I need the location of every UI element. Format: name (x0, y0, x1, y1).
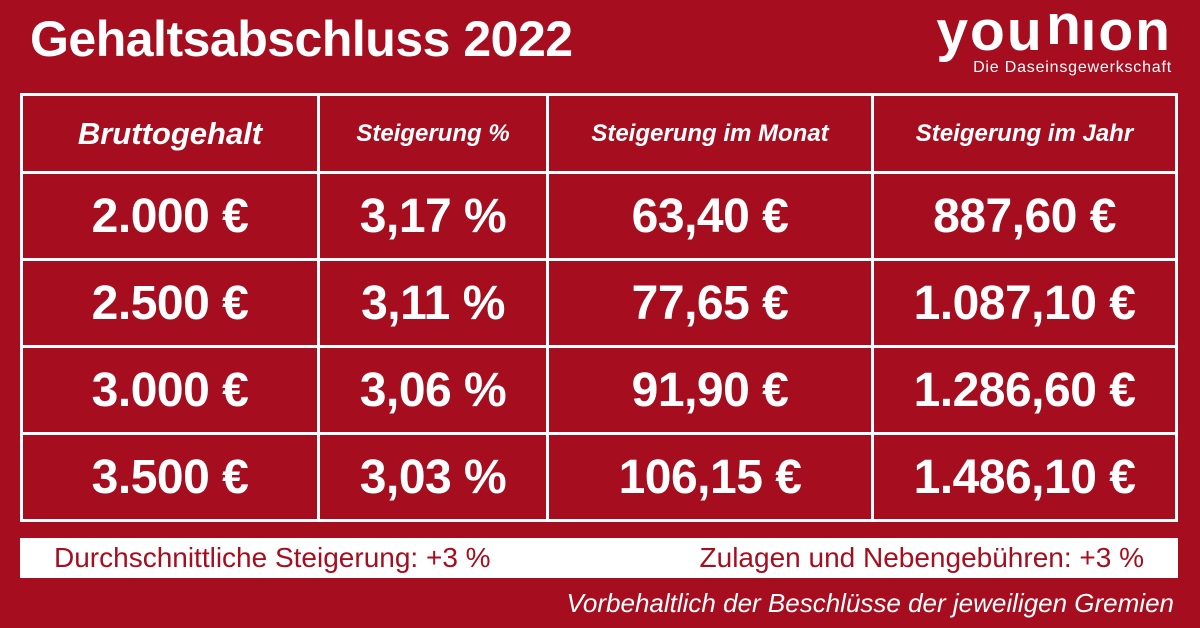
table-cell: 3,11 % (320, 261, 546, 345)
column-header-steigerung-jahr: Steigerung im Jahr (874, 96, 1175, 171)
salary-table: Bruttogehalt Steigerung % Steigerung im … (20, 93, 1178, 522)
summary-average-increase: Durchschnittliche Steigerung: +3 % (54, 542, 491, 573)
table-cell: 63,40 € (549, 174, 871, 258)
summary-allowances-increase: Zulagen und Nebengebühren: +3 % (699, 542, 1144, 573)
table-cell: 1.486,10 € (874, 435, 1175, 519)
table-cell: 1.087,10 € (874, 261, 1175, 345)
footnote: Vorbehaltlich der Beschlüsse der jeweili… (566, 588, 1174, 618)
table-cell: 106,15 € (549, 435, 871, 519)
logo-tagline: Die Daseinsgewerkschaft (973, 58, 1172, 76)
logo-flipped-n: u (1043, 0, 1081, 65)
table-cell: 3,17 % (320, 174, 546, 258)
logo-word-part2: ıon (1080, 0, 1172, 63)
page-title: Gehaltsabschluss 2022 (30, 11, 573, 67)
table-cell: 2.000 € (23, 174, 317, 258)
column-header-steigerung-monat: Steigerung im Monat (549, 96, 871, 171)
summary-bar: Durchschnittliche Steigerung: +3 % Zulag… (20, 538, 1178, 578)
table-cell: 3.500 € (23, 435, 317, 519)
table-cell: 3,03 % (320, 435, 546, 519)
column-header-steigerung-prozent: Steigerung % (320, 96, 546, 171)
logo-word-part1: you (936, 0, 1044, 63)
table-cell: 77,65 € (549, 261, 871, 345)
logo-wordmark: youuıon (936, 0, 1172, 65)
table-cell: 2.500 € (23, 261, 317, 345)
table-cell: 91,90 € (549, 348, 871, 432)
table-cell: 3.000 € (23, 348, 317, 432)
table-cell: 1.286,60 € (874, 348, 1175, 432)
column-header-bruttogehalt: Bruttogehalt (23, 96, 317, 171)
table-cell: 887,60 € (874, 174, 1175, 258)
younion-logo: youuıon Die Daseinsgewerkschaft (936, 0, 1172, 77)
table-cell: 3,06 % (320, 348, 546, 432)
